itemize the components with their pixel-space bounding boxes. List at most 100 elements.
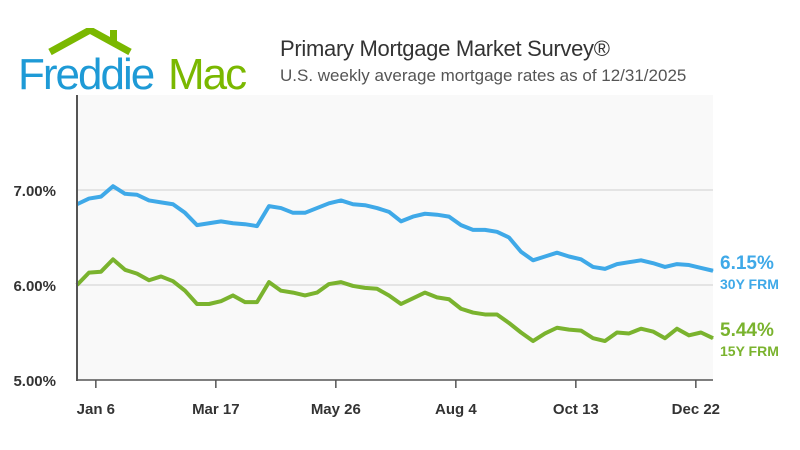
data-point	[304, 294, 306, 296]
data-point	[580, 330, 582, 332]
data-point	[424, 213, 426, 215]
data-point	[664, 337, 666, 339]
data-point	[676, 263, 678, 265]
data-point	[472, 312, 474, 314]
data-point	[388, 211, 390, 213]
y-tick-label: 6.00%	[13, 278, 56, 295]
data-point	[268, 205, 270, 207]
data-point	[436, 214, 438, 216]
data-point	[400, 303, 402, 305]
data-point	[556, 327, 558, 329]
data-point	[352, 285, 354, 287]
data-point	[268, 281, 270, 283]
data-point	[436, 296, 438, 298]
data-point	[172, 280, 174, 282]
data-point	[184, 290, 186, 292]
logo-mac: Mac	[168, 50, 247, 99]
data-point	[544, 332, 546, 334]
data-point	[280, 207, 282, 209]
data-point	[472, 229, 474, 231]
data-point	[160, 275, 162, 277]
data-point	[496, 313, 498, 315]
x-tick-label: May 26	[311, 401, 361, 418]
data-point	[460, 308, 462, 310]
x-tick-label: Mar 17	[192, 401, 240, 418]
data-point	[544, 256, 546, 257]
data-point	[88, 198, 90, 200]
x-tick-label: Aug 4	[435, 401, 477, 418]
data-point	[184, 212, 186, 214]
data-point	[484, 313, 486, 315]
data-point	[592, 266, 594, 268]
data-point	[712, 270, 714, 272]
data-point	[700, 267, 702, 269]
data-point	[412, 216, 414, 218]
data-point	[628, 261, 630, 263]
chart-subtitle: U.S. weekly average mortgage rates as of…	[280, 66, 687, 85]
data-point	[520, 251, 522, 253]
data-point	[112, 258, 114, 260]
data-point	[664, 266, 666, 268]
data-point	[148, 199, 150, 201]
data-point	[292, 212, 294, 214]
data-point	[364, 287, 366, 289]
data-point	[232, 222, 234, 224]
plot-area	[77, 95, 713, 380]
data-point	[376, 288, 378, 290]
data-point	[256, 225, 258, 227]
data-point	[232, 294, 234, 296]
data-point	[532, 259, 534, 261]
x-tick-label: Dec 22	[672, 401, 720, 418]
data-point	[592, 337, 594, 339]
data-point	[328, 283, 330, 285]
y-tick-label: 5.00%	[13, 373, 56, 390]
data-point	[340, 281, 342, 283]
data-point	[100, 196, 102, 198]
data-point	[220, 300, 222, 302]
data-point	[508, 322, 510, 324]
data-point	[256, 301, 258, 303]
data-point	[88, 272, 90, 274]
data-point	[328, 202, 330, 204]
data-point	[172, 203, 174, 205]
y-tick-label: 7.00%	[13, 183, 56, 200]
data-point	[628, 332, 630, 334]
data-point	[448, 216, 450, 218]
data-point	[448, 298, 450, 300]
data-point	[376, 207, 378, 209]
data-point	[520, 332, 522, 333]
data-point	[496, 231, 498, 233]
x-tick-label: Jan 6	[77, 401, 115, 418]
data-point	[616, 263, 618, 265]
series-name-label: 15Y FRM	[720, 343, 779, 359]
data-point	[112, 185, 114, 187]
data-point	[604, 268, 606, 270]
data-point	[460, 224, 462, 226]
freddie-mac-logo: Freddie Mac	[18, 28, 258, 99]
end-value-label: 5.44%	[720, 320, 774, 341]
series-line-15y-frm	[75, 257, 714, 344]
data-point	[220, 220, 222, 222]
data-point	[532, 340, 534, 342]
data-point	[700, 332, 702, 333]
data-point	[640, 259, 642, 261]
data-point	[604, 340, 606, 342]
data-point	[364, 204, 366, 206]
data-point	[616, 332, 618, 333]
data-point	[568, 256, 570, 257]
data-point	[124, 193, 126, 195]
data-point	[304, 212, 306, 214]
data-point	[676, 328, 678, 330]
data-point	[352, 203, 354, 205]
data-point	[244, 301, 246, 303]
data-point	[244, 223, 246, 225]
data-point	[652, 331, 654, 333]
data-point	[208, 222, 210, 224]
data-point	[208, 303, 210, 305]
data-point	[316, 207, 318, 209]
data-point	[388, 294, 390, 296]
data-point	[148, 279, 150, 281]
series-line-30y-frm	[76, 184, 714, 273]
data-point	[412, 297, 414, 299]
data-point	[556, 252, 558, 254]
